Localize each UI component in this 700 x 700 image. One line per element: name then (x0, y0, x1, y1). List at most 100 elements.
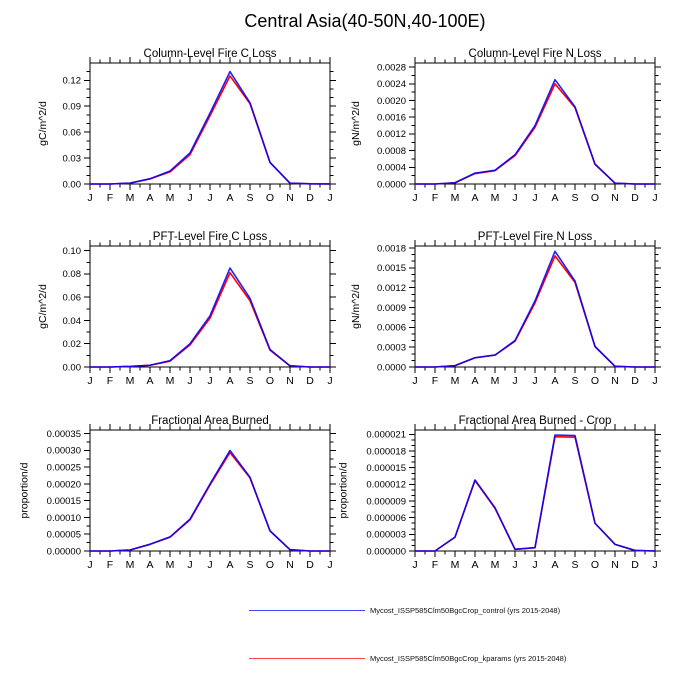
legend-label-control: Mycost_ISSP585Clm50BgcCrop_control (yrs … (370, 605, 561, 615)
svg-text:F: F (432, 375, 438, 387)
panel-title: PFT-Level Fire C Loss (153, 231, 268, 243)
series-line-kparams (90, 271, 330, 368)
series-lines (90, 449, 330, 552)
svg-text:N: N (286, 375, 294, 387)
svg-text:S: S (571, 375, 578, 387)
axes (409, 240, 661, 373)
series-line-control (90, 267, 330, 368)
tick-labels: 0.000.030.060.090.12J F M A M J J A S O N D J (63, 76, 333, 204)
svg-text:S: S (246, 375, 253, 387)
series-line-control (415, 250, 655, 368)
panel-pft-fire-c-loss: 0.00 0.02 0.04 0.06 0.08 0.10 J F M A M J J A S O N D J PFT… (0, 219, 375, 403)
svg-text:J: J (412, 559, 417, 571)
svg-text:O: O (591, 192, 599, 204)
svg-text:S: S (246, 559, 253, 571)
legend-line-kparams (249, 657, 365, 659)
svg-text:0.10: 0.10 (63, 246, 82, 257)
y-axis-label: proportion/d (337, 462, 349, 518)
svg-text:N: N (611, 192, 619, 204)
svg-text:S: S (246, 192, 253, 204)
svg-text:N: N (286, 192, 294, 204)
panel-title: Column-Level Fire C Loss (144, 48, 277, 60)
svg-text:D: D (631, 375, 639, 387)
tick-labels: 0.000000 0.000003 0.000006 0.000009 0.000012… (366, 430, 657, 571)
series-line-kparams (90, 75, 331, 185)
axes (409, 57, 661, 190)
svg-text:N: N (286, 559, 294, 571)
svg-text:0.000018: 0.000018 (366, 446, 406, 457)
svg-text:J: J (327, 375, 332, 387)
axes (84, 424, 336, 557)
panel-title: PFT-Level Fire N Loss (478, 231, 593, 243)
svg-text:M: M (166, 192, 175, 204)
svg-text:J: J (532, 375, 537, 387)
svg-text:0.0008: 0.0008 (377, 146, 406, 157)
svg-text:O: O (266, 192, 274, 204)
svg-text:J: J (187, 192, 192, 204)
chart-fractional-area-burned: 0.00000 0.00005 0.00010 0.00015 0.00020 0.000… (19, 415, 336, 571)
legend-item-kparams: Mycost_ISSP585Clm50BgcCrop_kparams (yrs … (249, 653, 566, 663)
svg-text:D: D (306, 375, 314, 387)
svg-text:F: F (107, 375, 113, 387)
svg-text:J: J (87, 559, 92, 571)
series-lines (90, 70, 331, 185)
svg-text:0.0003: 0.0003 (377, 342, 406, 353)
y-axis-label: gC/m^2/d (37, 101, 49, 146)
svg-text:A: A (146, 192, 153, 204)
svg-text:S: S (571, 559, 578, 571)
svg-text:J: J (512, 192, 517, 204)
chart-pft-fire-n-loss: 0.0000 0.0003 0.0006 0.0009 0.0012 0.0015 0.00… (350, 231, 661, 387)
series-line-kparams (415, 83, 655, 185)
svg-text:F: F (432, 559, 438, 571)
svg-text:A: A (551, 375, 558, 387)
svg-text:M: M (126, 375, 135, 387)
svg-text:A: A (551, 192, 558, 204)
svg-text:0.0020: 0.0020 (377, 96, 406, 107)
series-line-kparams (90, 451, 330, 552)
chart-pft-fire-c-loss: 0.000.020.040.060.080.10J F M A M J J A S O N D JPFT… (37, 231, 336, 387)
svg-text:O: O (591, 375, 599, 387)
svg-text:0.000006: 0.000006 (366, 513, 406, 524)
panel-title: Fractional Area Burned (151, 415, 269, 427)
y-axis-label: gN/m^2/d (350, 284, 362, 329)
svg-text:0.000012: 0.000012 (366, 480, 406, 491)
svg-text:J: J (207, 559, 212, 571)
svg-text:0.00025: 0.00025 (47, 463, 81, 474)
svg-text:0.06: 0.06 (63, 127, 82, 138)
svg-text:0.0015: 0.0015 (377, 263, 406, 274)
svg-text:M: M (126, 559, 135, 571)
chart-column-fire-n-loss: 0.0000 0.0004 0.0008 0.0012 0.0016 0.0020 0.00… (350, 48, 661, 204)
svg-text:J: J (187, 559, 192, 571)
svg-text:0.00: 0.00 (63, 362, 82, 373)
panel-fractional-area-burned: 0.00000 0.00005 0.00010 0.00015 0.00020 0.000… (0, 403, 375, 587)
panel-fractional-area-burned-crop: 0.000000 0.000003 0.000006 0.000009 0.000012… (325, 403, 700, 587)
svg-text:O: O (266, 375, 274, 387)
svg-text:0.000021: 0.000021 (366, 430, 406, 441)
svg-text:0.00005: 0.00005 (47, 530, 81, 541)
svg-text:0.00035: 0.00035 (47, 429, 81, 440)
series-line-kparams (415, 255, 655, 368)
svg-text:0.06: 0.06 (63, 292, 82, 303)
panel-column-fire-n-loss: 0.0000 0.0004 0.0008 0.0012 0.0016 0.0020 0.00… (325, 36, 700, 220)
svg-text:O: O (266, 559, 274, 571)
svg-text:0.00010: 0.00010 (47, 513, 81, 524)
tick-labels: 0.000.020.040.060.080.10J F M A M J J A S O N D J (63, 246, 333, 387)
svg-text:J: J (327, 192, 332, 204)
svg-text:J: J (652, 192, 657, 204)
svg-text:0.09: 0.09 (63, 102, 82, 113)
series-line-control (90, 449, 330, 552)
svg-text:A: A (226, 375, 233, 387)
svg-text:A: A (146, 375, 153, 387)
svg-text:J: J (532, 192, 537, 204)
svg-text:0.0024: 0.0024 (377, 79, 406, 90)
series-line-control (415, 78, 655, 185)
panel-title: Fractional Area Burned - Crop (459, 415, 612, 427)
svg-text:J: J (532, 559, 537, 571)
svg-text:0.000015: 0.000015 (366, 463, 406, 474)
svg-text:N: N (611, 375, 619, 387)
svg-text:0.00030: 0.00030 (47, 446, 81, 457)
svg-text:J: J (412, 375, 417, 387)
svg-text:J: J (207, 375, 212, 387)
y-axis-label: gC/m^2/d (37, 284, 49, 329)
svg-text:0.02: 0.02 (63, 339, 82, 350)
